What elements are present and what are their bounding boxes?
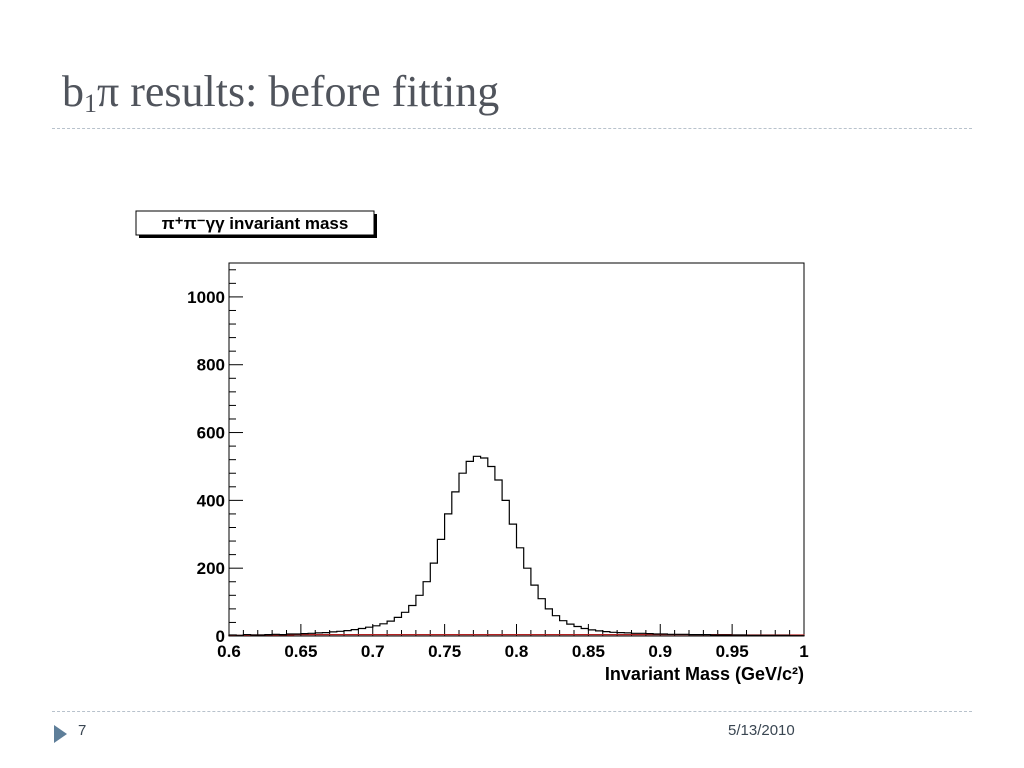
y-tick-label: 0 xyxy=(216,627,225,646)
title-subscript: 1 xyxy=(84,89,97,118)
plot-frame xyxy=(228,262,805,637)
x-tick-label: 1 xyxy=(799,642,808,661)
x-axis: 0.6 0.65 0.7 0.75 0.8 0.85 0.9 0.95 1 xyxy=(217,624,809,661)
y-tick-label: 800 xyxy=(197,356,225,375)
footer-divider xyxy=(52,711,972,712)
page-number: 7 xyxy=(78,722,87,739)
y-tick-label: 1000 xyxy=(187,288,225,307)
x-tick-label: 0.85 xyxy=(572,642,605,661)
y-tick-label: 600 xyxy=(197,424,225,443)
histogram-chart: π⁺π⁻γγ invariant mass 02004006008001000 … xyxy=(135,210,809,684)
x-tick-label: 0.65 xyxy=(284,642,317,661)
y-tick-label: 400 xyxy=(197,491,225,510)
x-tick-label: 0.7 xyxy=(361,642,385,661)
title-main-text: b xyxy=(62,67,84,116)
slide-title: b1π results: before fitting xyxy=(62,70,499,117)
histogram-title: π⁺π⁻γγ invariant mass xyxy=(162,214,349,233)
x-tick-label: 0.95 xyxy=(716,642,749,661)
title-divider xyxy=(52,128,972,129)
histogram-series-main xyxy=(228,455,805,637)
y-axis: 0 200 400 600 800 1000 xyxy=(187,269,243,646)
slide-date: 5/13/2010 xyxy=(728,722,795,739)
x-tick-label: 0.9 xyxy=(648,642,672,661)
histogram-title-box: π⁺π⁻γγ invariant mass xyxy=(135,210,377,238)
x-axis-label: Invariant Mass (GeV/c²) xyxy=(605,664,804,684)
y-tick-label: 200 xyxy=(197,559,225,578)
x-tick-label: 0.6 xyxy=(217,642,241,661)
bullet-arrow-icon xyxy=(54,725,67,743)
series-layer xyxy=(228,455,805,637)
x-tick-label: 0.8 xyxy=(505,642,529,661)
x-tick-label: 0.75 xyxy=(428,642,461,661)
title-rest-text: π results: before fitting xyxy=(97,67,500,116)
